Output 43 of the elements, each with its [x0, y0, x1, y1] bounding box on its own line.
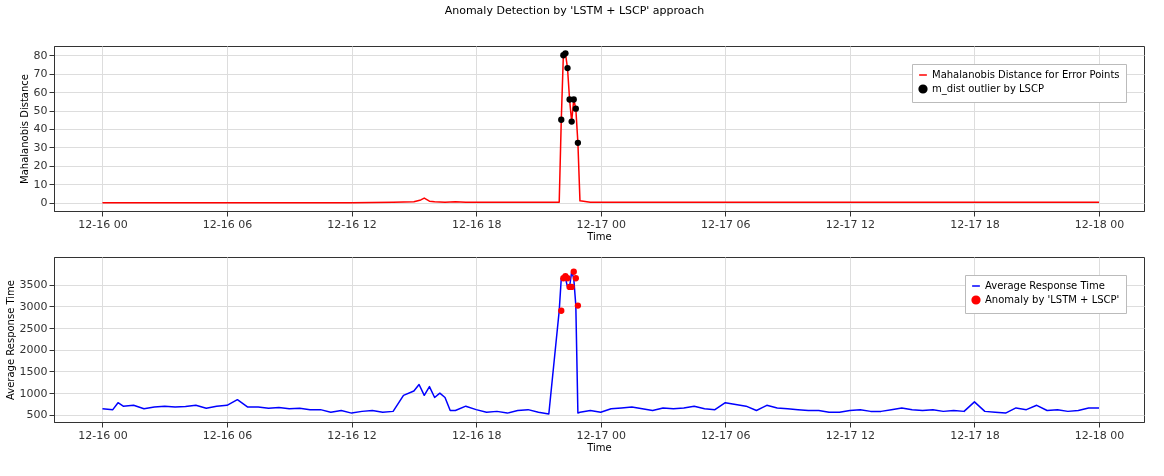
y-axis-title: Mahalanobis Distance	[18, 74, 30, 184]
x-tick-label: 12-16 06	[202, 217, 253, 231]
x-tick-label: 12-17 00	[576, 428, 626, 442]
y-tick-label: 70	[33, 67, 48, 81]
x-axis-title: Time	[586, 230, 612, 242]
y-tick-label: 60	[33, 85, 48, 99]
y-tick-label: 2500	[19, 321, 48, 335]
legend-label: Anomaly by 'LSTM + LSCP'	[985, 294, 1120, 305]
y-tick-label: 1500	[19, 364, 48, 378]
x-tick-label: 12-16 12	[327, 428, 377, 442]
y-tick-label: 3500	[19, 278, 48, 292]
y-axis-title: Average Response Time	[4, 280, 16, 400]
x-tick-label: 12-17 06	[701, 428, 751, 442]
y-tick-label: 1000	[19, 386, 48, 400]
y-tick-label: 10	[33, 177, 48, 191]
x-tick-label: 12-17 18	[950, 217, 1000, 231]
x-tick-label: 12-18 00	[1074, 428, 1125, 442]
y-tick-label: 80	[33, 48, 48, 62]
legend-label: m_dist outlier by LSCP	[932, 83, 1044, 95]
y-tick-label: 40	[33, 122, 48, 136]
y-tick-label: 500	[26, 408, 48, 422]
x-tick-label: 12-16 06	[202, 428, 253, 442]
x-tick-label: 12-17 06	[701, 217, 751, 231]
legend-label: Mahalanobis Distance for Error Points	[932, 69, 1120, 80]
x-tick-label: 12-17 18	[950, 428, 1000, 442]
chart-title: Anomaly Detection by 'LSTM + LSCP' approach	[444, 3, 705, 17]
x-tick-label: 12-16 00	[78, 428, 128, 442]
x-tick-label: 12-16 18	[451, 428, 502, 442]
x-axis-title: Time	[586, 441, 612, 453]
x-tick-label: 12-18 00	[1074, 217, 1125, 231]
y-tick-label: 50	[33, 104, 48, 118]
x-tick-label: 12-16 18	[451, 217, 502, 231]
y-tick-label: 2000	[19, 343, 48, 357]
x-tick-label: 12-16 12	[327, 217, 377, 231]
y-tick-label: 3000	[19, 299, 48, 313]
x-tick-label: 12-17 12	[825, 217, 876, 231]
x-tick-label: 12-16 00	[78, 217, 128, 231]
x-tick-label: 12-17 00	[576, 217, 626, 231]
y-tick-label: 0	[40, 196, 48, 210]
x-tick-label: 12-17 12	[825, 428, 876, 442]
legend-label: Average Response Time	[985, 280, 1105, 291]
y-tick-label: 30	[33, 140, 48, 154]
y-tick-label: 20	[33, 159, 48, 173]
